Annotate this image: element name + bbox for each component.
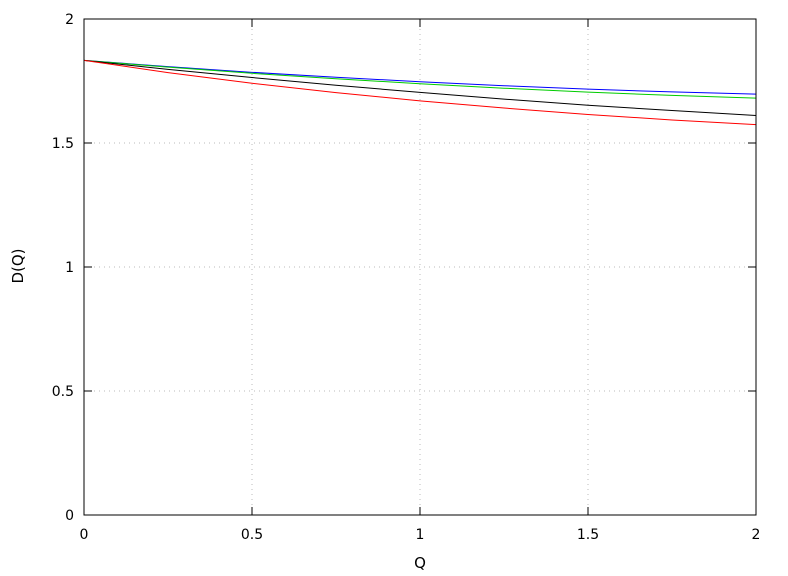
x-tick-label: 0 <box>80 527 89 543</box>
x-tick-label: 1.5 <box>577 527 599 543</box>
y-tick-label: 2 <box>65 12 74 28</box>
y-tick-label: 1.5 <box>52 136 74 152</box>
y-tick-label: 1 <box>65 260 74 276</box>
y-tick-label: 0 <box>65 508 74 524</box>
tick-labels: 0 0.5 1 1.5 2 0 0.5 1 1.5 2 <box>52 12 761 543</box>
axis-ticks <box>83 18 757 516</box>
x-tick-label: 1 <box>416 527 425 543</box>
series-line-1 <box>83 59 757 95</box>
x-tick-label: 0.5 <box>241 527 263 543</box>
series-line-4 <box>83 59 757 126</box>
y-axis-label: D(Q) <box>9 248 27 283</box>
x-axis-label: Q <box>414 554 426 572</box>
series-line-3 <box>83 59 757 116</box>
series-line-2 <box>83 59 757 99</box>
series-lines <box>83 59 757 126</box>
y-tick-label: 0.5 <box>52 384 74 400</box>
grid-lines <box>84 19 756 515</box>
x-tick-label: 2 <box>752 527 761 543</box>
